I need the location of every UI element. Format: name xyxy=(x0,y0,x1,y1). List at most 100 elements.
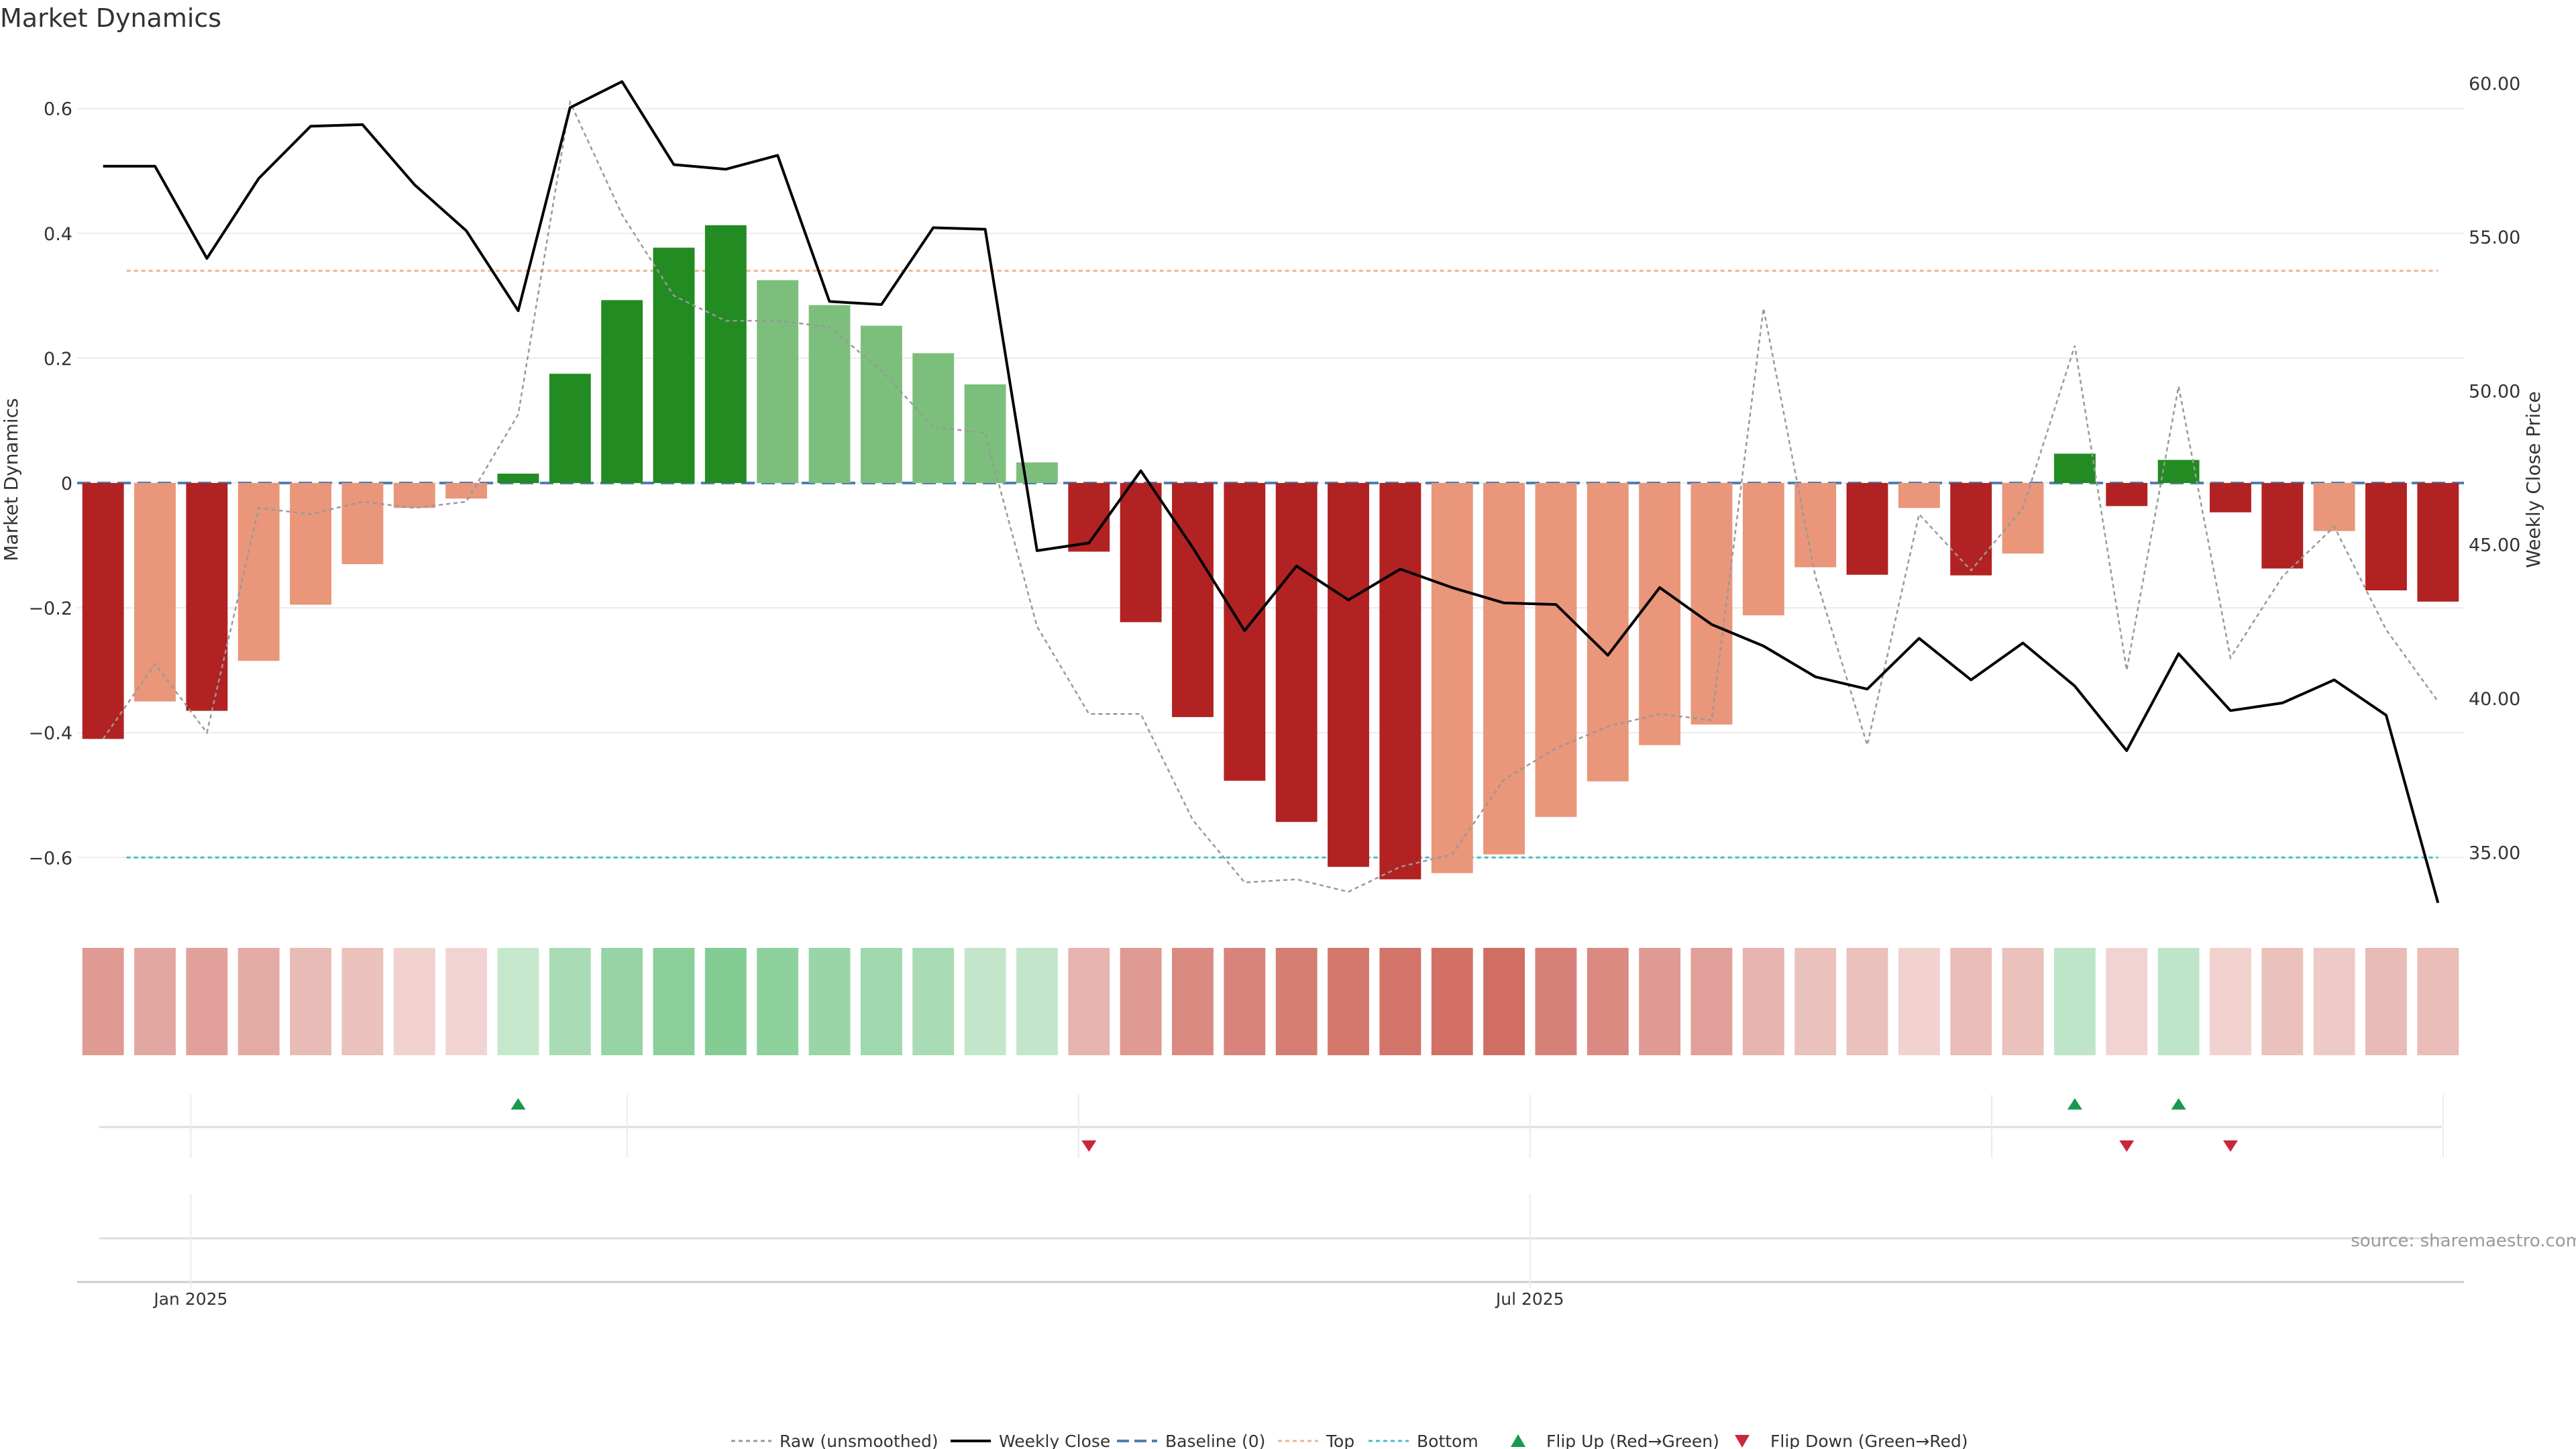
intensity-cell xyxy=(186,948,228,1055)
intensity-cell xyxy=(2002,948,2044,1055)
intensity-cell xyxy=(2106,948,2148,1055)
y-tick-label: −0.4 xyxy=(28,723,72,744)
legend-item-flipup: Flip Up (Red→Green) xyxy=(1511,1432,1719,1449)
legend-item-top: Top xyxy=(1278,1432,1354,1449)
momentum-bar xyxy=(1172,483,1214,717)
intensity-cell xyxy=(497,948,539,1055)
momentum-bar xyxy=(2261,483,2304,569)
legend-item-close: Weekly Close xyxy=(951,1432,1110,1449)
intensity-cell xyxy=(549,948,591,1055)
legend-label: Bottom xyxy=(1417,1432,1479,1449)
y2-tick-label: 55.00 xyxy=(2469,227,2520,248)
raw-unsmoothed-line xyxy=(102,99,2439,893)
flip-up-marker xyxy=(2067,1098,2082,1110)
momentum-bar xyxy=(1379,483,1421,879)
intensity-cell xyxy=(1016,948,1058,1055)
momentum-bar xyxy=(2053,453,2096,483)
legend-swatch-flip-down xyxy=(1735,1435,1750,1448)
intensity-cell xyxy=(912,948,955,1055)
momentum-bar xyxy=(186,483,228,711)
chart-legend: Raw (unsmoothed) Weekly Close Baseline (0)… xyxy=(731,1432,1968,1449)
flip-up-marker xyxy=(511,1098,526,1110)
intensity-cell xyxy=(1483,948,1525,1055)
intensity-cell xyxy=(1794,948,1837,1055)
y-axis-label: Market Dynamics xyxy=(0,398,22,561)
flip-down-marker xyxy=(2119,1140,2135,1152)
momentum-bar xyxy=(2313,483,2355,531)
y2-axis-label: Weekly Close Price xyxy=(2522,391,2544,568)
legend-item-raw: Raw (unsmoothed) xyxy=(731,1432,938,1449)
momentum-bar xyxy=(393,483,435,508)
intensity-cell xyxy=(134,948,176,1055)
y2-tick-label: 50.00 xyxy=(2469,381,2520,402)
intensity-cell xyxy=(1639,948,1681,1055)
momentum-bar xyxy=(860,325,902,483)
momentum-bar xyxy=(1639,483,1681,745)
y2-tick-label: 45.00 xyxy=(2469,535,2520,556)
intensity-cell xyxy=(1950,948,1992,1055)
momentum-bar xyxy=(1898,483,1940,508)
momentum-bar xyxy=(1535,483,1577,817)
momentum-bar xyxy=(1950,483,1992,576)
intensity-cell xyxy=(601,948,643,1055)
momentum-bar xyxy=(704,225,747,483)
source-credit: source: sharemaestro.com xyxy=(2351,1231,2576,1251)
momentum-bar xyxy=(445,483,488,499)
momentum-bar xyxy=(601,300,643,483)
intensity-cell xyxy=(1690,948,1733,1055)
intensity-cell xyxy=(1120,948,1162,1055)
flip-markers xyxy=(511,1098,2238,1152)
momentum-bar xyxy=(1794,483,1837,568)
momentum-bar xyxy=(82,483,124,739)
intensity-cell xyxy=(860,948,902,1055)
legend-item-bottom: Bottom xyxy=(1368,1432,1479,1449)
empty-panel xyxy=(77,1237,2464,1283)
intensity-cell xyxy=(1224,948,1266,1055)
intensity-cell xyxy=(757,948,799,1055)
legend-swatch-flip-up xyxy=(1511,1434,1525,1447)
momentum-bar xyxy=(808,305,851,483)
momentum-bar xyxy=(1120,483,1162,623)
legend-label: Raw (unsmoothed) xyxy=(780,1432,938,1449)
right-axis-ticks: 60.00 55.00 50.00 45.00 40.00 35.00 xyxy=(2469,74,2520,863)
intensity-cell xyxy=(393,948,435,1055)
y-tick-label: 0.4 xyxy=(44,224,72,245)
momentum-bar xyxy=(290,483,332,605)
intensity-cell xyxy=(2261,948,2304,1055)
intensity-cell xyxy=(237,948,280,1055)
empty-panel-gridlines xyxy=(190,1194,1531,1288)
momentum-bar xyxy=(653,248,695,483)
x-axis-labels: Jan 2025 Jul 2025 xyxy=(152,1289,1564,1309)
intensity-cell xyxy=(1535,948,1577,1055)
momentum-bar xyxy=(1068,483,1110,552)
momentum-bar xyxy=(2417,483,2459,602)
y-tick-label: 0.6 xyxy=(44,99,72,120)
intensity-cell xyxy=(82,948,124,1055)
intensity-cell xyxy=(1172,948,1214,1055)
y-tick-label: 0 xyxy=(61,474,72,494)
y-tick-label: −0.2 xyxy=(28,598,72,619)
momentum-bar xyxy=(1328,483,1369,867)
intensity-cell xyxy=(1431,948,1473,1055)
left-axis-ticks: 0.6 0.4 0.2 0 −0.2 −0.4 −0.6 xyxy=(28,99,72,869)
intensity-cell xyxy=(1328,948,1369,1055)
intensity-cell xyxy=(704,948,747,1055)
legend-item-flipdown: Flip Down (Green→Red) xyxy=(1735,1432,1968,1449)
intensity-cell xyxy=(2053,948,2096,1055)
momentum-bar xyxy=(497,474,539,483)
intensity-cell xyxy=(1275,948,1318,1055)
momentum-bar xyxy=(341,483,384,564)
intensity-cell xyxy=(290,948,332,1055)
momentum-bar xyxy=(1742,483,1784,616)
intensity-cell xyxy=(1846,948,1888,1055)
intensity-cell xyxy=(653,948,695,1055)
momentum-bars xyxy=(82,225,2459,879)
momentum-bar xyxy=(964,384,1006,483)
intensity-cell xyxy=(1898,948,1940,1055)
legend-item-baseline: Baseline (0) xyxy=(1117,1432,1265,1449)
intensity-cell xyxy=(964,948,1006,1055)
momentum-bar xyxy=(2209,483,2251,513)
momentum-bar xyxy=(757,280,799,483)
momentum-bar xyxy=(237,483,280,661)
momentum-bar xyxy=(2002,483,2044,554)
